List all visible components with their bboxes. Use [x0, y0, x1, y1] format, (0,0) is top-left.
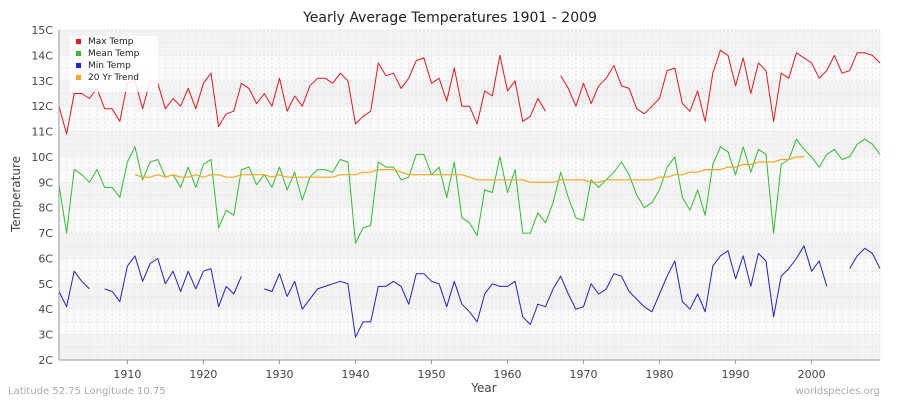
y-tick-label: 10C — [31, 151, 53, 164]
series-line-20-yr-trend — [134, 156, 804, 183]
y-tick-label: 11C — [31, 126, 53, 139]
legend-entry: Min Temp — [88, 61, 131, 71]
x-tick-label: 2000 — [798, 368, 826, 381]
x-tick-label: 1910 — [113, 368, 141, 381]
footer-source: worldspecies.org — [796, 386, 880, 397]
footer-location: Latitude 52.75 Longitude 10.75 — [8, 386, 166, 397]
x-tick-label: 1960 — [494, 368, 522, 381]
legend-swatch — [76, 51, 81, 56]
legend-swatch — [76, 75, 81, 80]
y-tick-label: 7C — [38, 227, 53, 240]
legend-swatch — [76, 63, 81, 68]
series-lines — [58, 49, 881, 338]
y-tick-label: 12C — [31, 100, 53, 113]
chart-title: Yearly Average Temperatures 1901 - 2009 — [302, 10, 597, 26]
series-line-max-temp — [58, 54, 546, 135]
series-line-min-temp — [264, 245, 828, 338]
x-tick-label: 1950 — [417, 368, 445, 381]
x-tick-label: 1990 — [722, 368, 750, 381]
series-line-min-temp — [58, 270, 90, 308]
x-tick-label: 1980 — [646, 368, 674, 381]
x-axis-label: Year — [470, 381, 496, 395]
y-tick-label: 9C — [38, 176, 53, 189]
legend-swatch — [76, 39, 81, 44]
x-tick-label: 1930 — [265, 368, 293, 381]
series-line-min-temp — [104, 255, 242, 308]
y-axis-label: Temperature — [9, 156, 23, 233]
legend-entry: Mean Temp — [88, 49, 140, 59]
y-tick-label: 13C — [31, 75, 53, 88]
y-tick-label: 3C — [38, 329, 53, 342]
series-line-max-temp — [560, 49, 881, 122]
y-tick-label: 8C — [38, 202, 53, 215]
y-tick-label: 15C — [31, 24, 53, 37]
series-line-min-temp — [849, 247, 881, 269]
x-tick-label: 1970 — [570, 368, 598, 381]
legend-box — [70, 36, 158, 92]
legend-entry: 20 Yr Trend — [88, 73, 139, 83]
y-tick-label: 2C — [38, 354, 53, 367]
legend: Max Temp Mean Temp Min Temp 20 Yr Trend — [70, 36, 158, 92]
legend-entry: Max Temp — [88, 37, 134, 47]
series-line-mean-temp — [58, 138, 881, 244]
y-tick-label: 6C — [38, 252, 53, 265]
y-tick-label: 14C — [31, 49, 53, 62]
axes: 2C 3C 4C 5C 6C 7C 8C 9C 10C 11C 12C 13C 14C 15C 1910 19… — [31, 24, 880, 381]
y-tick-label: 5C — [38, 278, 53, 291]
x-tick-label: 1940 — [341, 368, 369, 381]
x-tick-label: 1920 — [189, 368, 217, 381]
y-tick-label: 4C — [38, 303, 53, 316]
